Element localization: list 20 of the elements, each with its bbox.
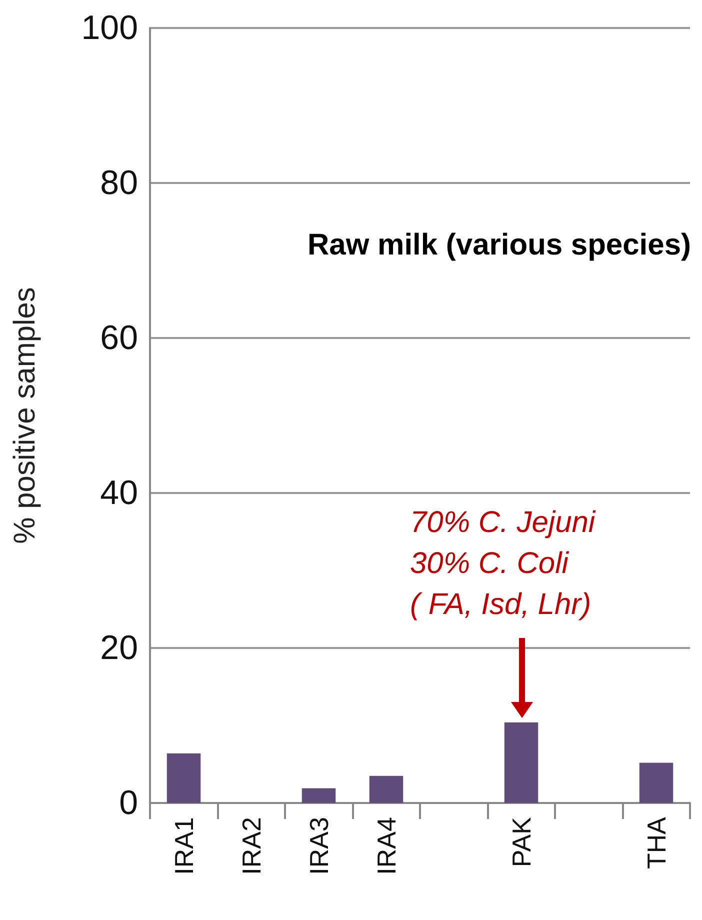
x-tick-label: IRA3	[304, 817, 334, 875]
x-tick-label: THA	[641, 816, 672, 869]
y-axis-title: % positive samples	[8, 287, 42, 544]
bar	[302, 788, 336, 803]
y-tick-label: 40	[100, 474, 138, 512]
bar	[166, 753, 201, 803]
x-tick-label: PAK	[506, 816, 536, 868]
y-tick-label: 80	[100, 164, 138, 202]
x-tick-label: IRA2	[236, 817, 266, 875]
y-tick-label: 100	[81, 9, 138, 47]
y-tick-label: 20	[100, 629, 138, 667]
x-tick-label: IRA4	[371, 817, 402, 875]
x-tick-label: IRA1	[168, 817, 199, 875]
bar	[639, 762, 674, 803]
y-tick-label: 0	[119, 784, 138, 822]
bar	[369, 776, 404, 803]
annotation: 70% C. Jejuni 30% C. Coli ( FA, Isd, Lhr)	[410, 505, 596, 623]
text: Raw milk (various species)	[308, 228, 692, 262]
bar	[504, 722, 538, 803]
y-tick-label: 60	[100, 319, 138, 357]
